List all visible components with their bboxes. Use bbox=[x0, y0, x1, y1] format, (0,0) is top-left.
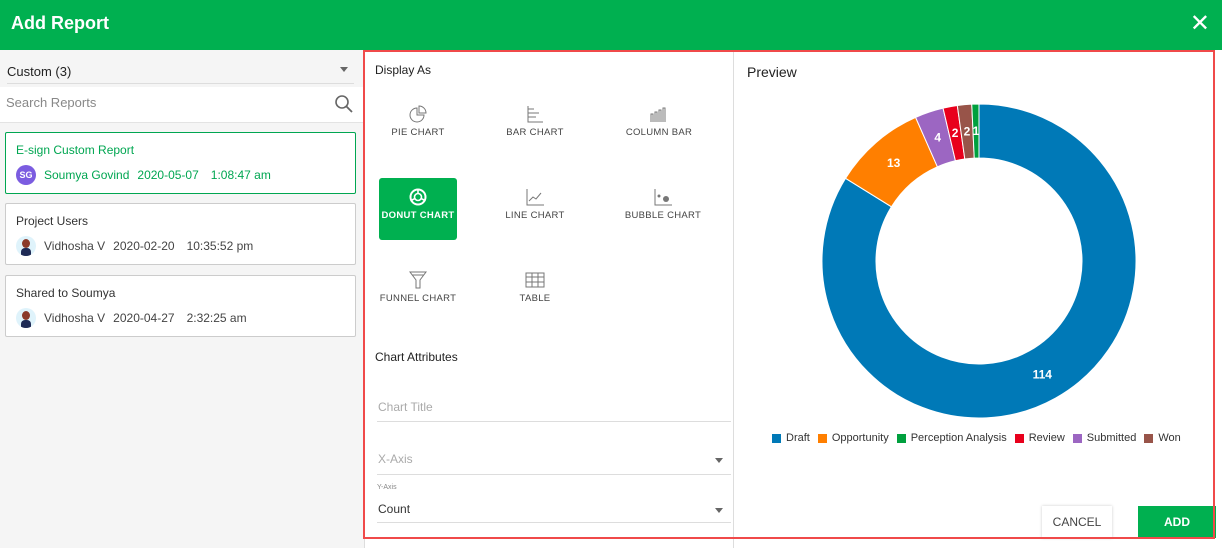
x-axis-dropdown[interactable]: X-Axis bbox=[377, 448, 731, 475]
preview-heading: Preview bbox=[747, 64, 797, 80]
report-name: E-sign Custom Report bbox=[16, 143, 135, 157]
legend-label: Draft bbox=[786, 432, 810, 444]
data-label: 13 bbox=[887, 156, 901, 170]
report-time: 1:08:47 am bbox=[210, 168, 271, 182]
bar-chart-icon bbox=[527, 106, 543, 123]
pie-chart-icon bbox=[409, 105, 427, 123]
data-label: 114 bbox=[1033, 368, 1053, 382]
data-label: 4 bbox=[934, 131, 941, 145]
pie-chart-option[interactable]: PIE CHART bbox=[379, 95, 457, 157]
y-axis-value: Count bbox=[378, 502, 411, 516]
report-date: 2020-04-27 bbox=[113, 311, 175, 325]
avatar: SG bbox=[16, 165, 36, 185]
chart-title-input[interactable] bbox=[377, 396, 731, 418]
bubble-chart-option[interactable]: BUBBLE CHART bbox=[624, 178, 702, 240]
option-label: BAR CHART bbox=[506, 127, 564, 138]
display-settings-panel: Display As PIE CHART BAR CHART COLUMN BA… bbox=[365, 50, 734, 548]
report-user: Soumya Govind bbox=[44, 168, 130, 182]
legend-item[interactable]: Draft bbox=[772, 432, 810, 444]
legend-swatch bbox=[772, 433, 781, 443]
legend-label: Review bbox=[1028, 432, 1065, 444]
table-option[interactable]: TABLE bbox=[496, 261, 574, 323]
close-icon[interactable]: ✕ bbox=[1189, 10, 1210, 37]
chevron-down-icon bbox=[715, 508, 723, 513]
option-label: COLUMN BAR bbox=[625, 127, 693, 138]
legend-swatch bbox=[896, 433, 906, 443]
report-filter-dropdown[interactable]: Custom (3) bbox=[7, 58, 354, 84]
option-label: PIE CHART bbox=[391, 127, 445, 138]
search-input[interactable] bbox=[6, 95, 306, 110]
report-card[interactable]: E-sign Custom Report SG Soumya Govind 2020… bbox=[5, 132, 356, 194]
legend-item[interactable]: Won bbox=[1144, 432, 1181, 444]
dialog-title: Add Report bbox=[11, 13, 109, 33]
option-label: BUBBLE CHART bbox=[624, 210, 702, 221]
avatar bbox=[16, 308, 36, 328]
chart-attributes-heading: Chart Attributes bbox=[375, 350, 458, 364]
data-label: 1 bbox=[973, 124, 980, 138]
donut-chart-icon bbox=[409, 188, 427, 206]
line-chart-icon bbox=[526, 189, 544, 206]
option-label: DONUT CHART bbox=[381, 210, 455, 221]
option-label: TABLE bbox=[519, 293, 551, 304]
legend-label: Opportunity bbox=[831, 432, 889, 444]
report-user: Vidhosha V bbox=[44, 311, 106, 325]
legend-item[interactable]: Perception Analysis bbox=[896, 432, 1007, 444]
bubble-chart-icon bbox=[654, 189, 672, 206]
data-label: 2 bbox=[964, 125, 971, 139]
column-bar-icon bbox=[650, 107, 666, 122]
table-icon bbox=[525, 272, 545, 288]
legend-swatch bbox=[1014, 433, 1024, 443]
report-date: 2020-05-07 bbox=[137, 168, 199, 182]
display-as-heading: Display As bbox=[375, 63, 432, 77]
report-date: 2020-02-20 bbox=[113, 239, 175, 253]
chevron-down-icon bbox=[715, 458, 723, 463]
chart-title-field bbox=[377, 396, 731, 422]
option-label: FUNNEL CHART bbox=[379, 293, 457, 304]
y-axis-dropdown[interactable]: Count bbox=[377, 498, 731, 523]
option-label: LINE CHART bbox=[505, 210, 565, 221]
report-card[interactable]: Project Users Vidhosha V 2020-02-20 10:35:… bbox=[5, 203, 356, 265]
dialog-header: Add Report ✕ bbox=[0, 0, 1222, 50]
report-sidebar: Custom (3) E-sign Custom Report SG Soumya… bbox=[0, 50, 365, 548]
avatar bbox=[16, 236, 36, 256]
report-time: 10:35:52 pm bbox=[186, 239, 254, 253]
report-card[interactable]: Shared to Soumya Vidhosha V 2020-04-27 2:3… bbox=[5, 275, 356, 337]
report-time: 2:32:25 am bbox=[186, 311, 247, 325]
donut-slice-draft[interactable] bbox=[821, 103, 1137, 419]
donut-chart-option[interactable]: DONUT CHART bbox=[379, 178, 457, 240]
add-button[interactable]: ADD bbox=[1138, 506, 1216, 538]
bar-chart-option[interactable]: BAR CHART bbox=[496, 95, 574, 157]
legend-swatch bbox=[1144, 433, 1154, 443]
report-name: Project Users bbox=[16, 214, 89, 228]
line-chart-option[interactable]: LINE CHART bbox=[496, 178, 574, 240]
funnel-chart-option[interactable]: FUNNEL CHART bbox=[379, 261, 457, 323]
legend-swatch bbox=[1072, 433, 1082, 443]
legend-label: Perception Analysis bbox=[910, 432, 1007, 444]
report-name: Shared to Soumya bbox=[16, 286, 116, 300]
search-icon[interactable] bbox=[334, 94, 354, 114]
legend-item[interactable]: Opportunity bbox=[817, 432, 889, 444]
preview-panel: Preview 114 13 4 2 2 1 Draft Opportunity Percep… bbox=[735, 50, 1222, 548]
report-user: Vidhosha V bbox=[44, 239, 106, 253]
filter-value: Custom (3) bbox=[7, 64, 72, 79]
funnel-chart-icon bbox=[409, 271, 427, 289]
donut-slice-perception-analysis[interactable] bbox=[971, 103, 980, 159]
column-bar-option[interactable]: COLUMN BAR bbox=[620, 95, 698, 157]
chart-legend: Draft Opportunity Perception Analysis Revie… bbox=[772, 432, 1181, 444]
chevron-down-icon bbox=[340, 67, 348, 72]
legend-label: Won bbox=[1158, 432, 1181, 444]
search-bar bbox=[0, 87, 364, 123]
legend-label: Submitted bbox=[1086, 432, 1137, 444]
y-axis-label: Y-Axis bbox=[377, 484, 397, 491]
legend-item[interactable]: Submitted bbox=[1072, 432, 1137, 444]
legend-swatch bbox=[817, 433, 827, 443]
x-axis-placeholder: X-Axis bbox=[378, 452, 413, 466]
cancel-button[interactable]: CANCEL bbox=[1042, 506, 1112, 538]
legend-item[interactable]: Review bbox=[1014, 432, 1065, 444]
data-label: 2 bbox=[952, 126, 959, 140]
